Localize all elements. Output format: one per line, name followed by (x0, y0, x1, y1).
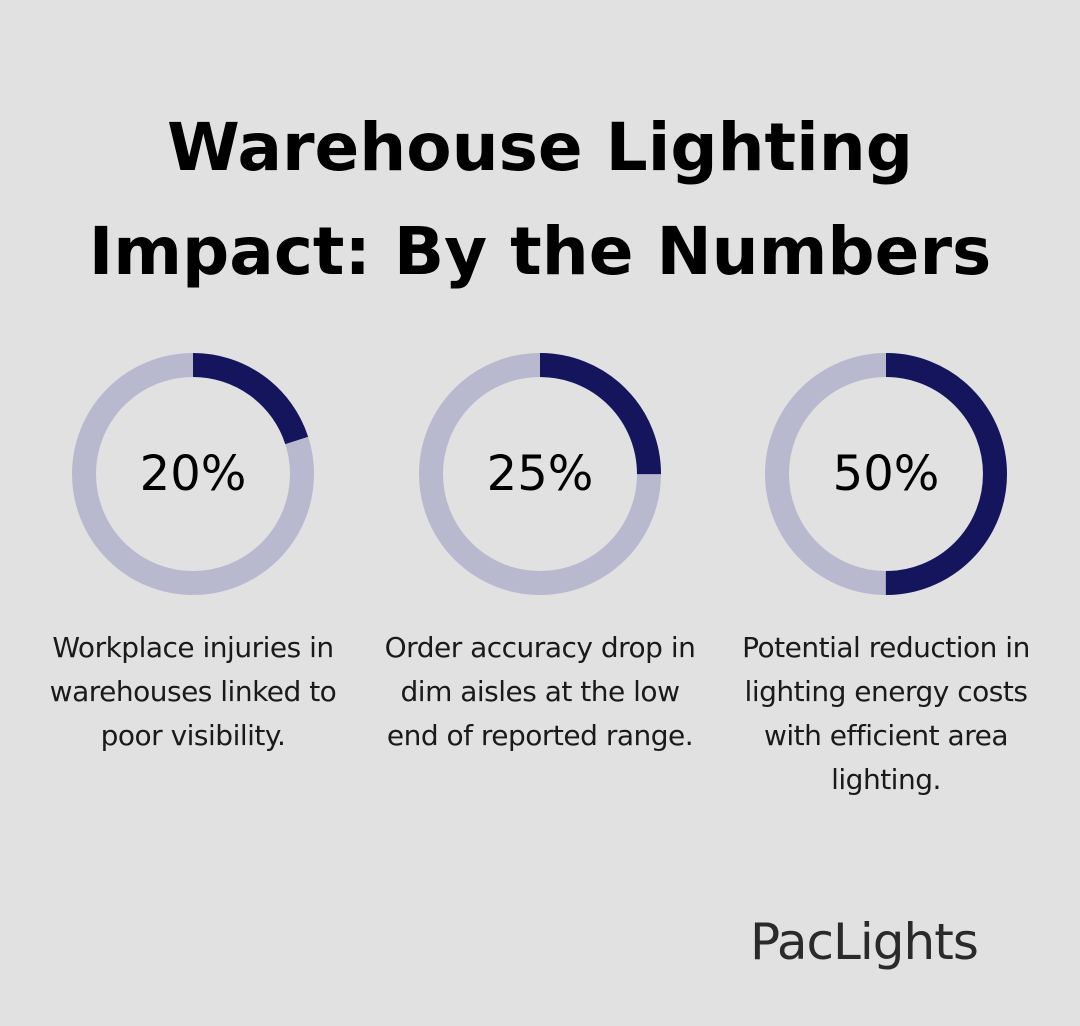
donut-3-fill (765, 353, 1007, 595)
donut-3-caption: Potential reduction in lighting energy c… (742, 631, 1030, 796)
page-title: Warehouse Lighting Impact: By the Number… (0, 96, 1080, 304)
donut-chart-1: 20% (72, 353, 314, 595)
donut-2-value-label: 25% (486, 446, 594, 502)
donut-2-caption: Order accuracy drop in dim aisles at the… (384, 631, 696, 752)
donut-1-svg (72, 353, 314, 595)
donut-1-fill (72, 353, 314, 595)
donut-chart-2: 25% (419, 353, 661, 595)
paclights-logo: PacLights (750, 913, 979, 971)
donut-chart-3: 50% (765, 353, 1007, 595)
title-line-2: Impact: By the Numbers (88, 213, 992, 290)
title-line-1: Warehouse Lighting (167, 109, 913, 186)
donut-2-svg (419, 353, 661, 595)
donut-1-value-label: 20% (139, 446, 247, 502)
donut-2-fill (419, 353, 661, 595)
donut-1-caption: Workplace injuries in warehouses linked … (49, 631, 337, 752)
donut-3-svg (765, 353, 1007, 595)
donut-3-value-label: 50% (832, 446, 940, 502)
